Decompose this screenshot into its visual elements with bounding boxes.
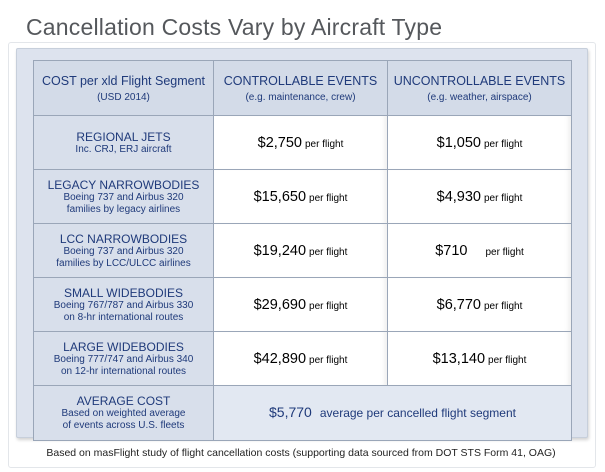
header-uncontrollable-sub: (e.g. weather, airspace) xyxy=(427,91,532,103)
average-text: average per cancelled flight segment xyxy=(319,406,516,420)
controllable-cell: $2,750 per flight xyxy=(213,115,388,170)
uncontrollable-cell: $6,770 per flight xyxy=(387,277,572,332)
average-desc-2: of events across U.S. fleets xyxy=(62,420,185,431)
header-cost-segment-title: COST per xld Flight Segment xyxy=(41,73,206,88)
controllable-cell: $19,240 per flight xyxy=(213,223,388,278)
unit-label: per flight xyxy=(309,246,348,258)
average-desc: Based on weighted average xyxy=(61,408,186,419)
row-desc: Inc. CRJ, ERJ aircraft xyxy=(75,143,172,155)
row-name: LEGACY NARROWBODIES xyxy=(47,177,200,192)
unit-label: per flight xyxy=(488,354,527,366)
uncontrollable-amount: $13,140 xyxy=(432,350,486,367)
controllable-cell: $42,890 per flight xyxy=(213,331,388,386)
row-name: LCC NARROWBODIES xyxy=(59,231,188,246)
controllable-cell: $15,650 per flight xyxy=(213,169,388,224)
controllable-amount: $29,690 xyxy=(253,296,307,313)
table-panel: COST per xld Flight Segment (USD 2014) C… xyxy=(16,48,588,441)
source-footnote: Based on masFlight study of flight cance… xyxy=(46,447,556,459)
page-title: Cancellation Costs Vary by Aircraft Type xyxy=(26,14,443,40)
header-controllable: CONTROLLABLE EVENTS (e.g. maintenance, c… xyxy=(213,60,388,116)
average-label: AVERAGE COST Based on weighted average o… xyxy=(33,385,214,441)
row-label: LARGE WIDEBODIES Boeing 777/747 and Airb… xyxy=(33,331,214,386)
row-name: SMALL WIDEBODIES xyxy=(64,285,183,300)
unit-label: per flight xyxy=(484,138,523,150)
row-name: REGIONAL JETS xyxy=(76,129,171,144)
table-row: REGIONAL JETS Inc. CRJ, ERJ aircraft $2,… xyxy=(33,115,572,170)
unit-label: per flight xyxy=(484,300,523,312)
controllable-amount: $15,650 xyxy=(253,188,307,205)
header-uncontrollable: UNCONTROLLABLE EVENTS (e.g. weather, air… xyxy=(387,60,572,116)
unit-label: per flight xyxy=(309,192,348,204)
unit-label: per flight xyxy=(309,300,348,312)
average-row: AVERAGE COST Based on weighted average o… xyxy=(33,385,572,441)
uncontrollable-cell: $1,050 per flight xyxy=(387,115,572,170)
uncontrollable-amount: $710 xyxy=(435,242,468,259)
row-label: SMALL WIDEBODIES Boeing 767/787 and Airb… xyxy=(33,277,214,332)
average-name: AVERAGE COST xyxy=(76,394,171,408)
table-row: LCC NARROWBODIES Boeing 737 and Airbus 3… xyxy=(33,223,572,278)
uncontrollable-cell: $4,930 per flight xyxy=(387,169,572,224)
table-row: LARGE WIDEBODIES Boeing 777/747 and Airb… xyxy=(33,331,572,386)
uncontrollable-cell: $710 per flight xyxy=(387,223,572,278)
table-row: SMALL WIDEBODIES Boeing 767/787 and Airb… xyxy=(33,277,572,332)
uncontrollable-amount: $4,930 xyxy=(436,188,481,205)
unit-label: per flight xyxy=(305,138,344,150)
card-frame xyxy=(8,42,596,468)
row-name: LARGE WIDEBODIES xyxy=(63,339,184,354)
row-label: LCC NARROWBODIES Boeing 737 and Airbus 3… xyxy=(33,223,214,278)
uncontrollable-cell: $13,140 per flight xyxy=(387,331,572,386)
controllable-amount: $19,240 xyxy=(253,242,307,259)
controllable-cell: $29,690 per flight xyxy=(213,277,388,332)
row-desc-2: on 8-hr international routes xyxy=(63,311,184,323)
row-desc: Boeing 737 and Airbus 320 xyxy=(63,245,184,257)
row-desc: Boeing 767/787 and Airbus 330 xyxy=(53,299,194,311)
cost-table: COST per xld Flight Segment (USD 2014) C… xyxy=(33,60,572,441)
uncontrollable-amount: $1,050 xyxy=(436,134,481,151)
uncontrollable-amount: $6,770 xyxy=(436,296,481,313)
average-amount: $5,770 xyxy=(269,404,312,420)
header-cost-segment-sub: (USD 2014) xyxy=(97,91,150,103)
row-desc: Boeing 777/747 and Airbus 340 xyxy=(53,353,194,365)
table-row: LEGACY NARROWBODIES Boeing 737 and Airbu… xyxy=(33,169,572,224)
row-label: LEGACY NARROWBODIES Boeing 737 and Airbu… xyxy=(33,169,214,224)
controllable-amount: $42,890 xyxy=(253,350,307,367)
row-desc: Boeing 737 and Airbus 320 xyxy=(63,191,184,203)
header-cost-segment: COST per xld Flight Segment (USD 2014) xyxy=(33,60,214,116)
unit-label: per flight xyxy=(484,192,523,204)
table-header-row: COST per xld Flight Segment (USD 2014) C… xyxy=(33,60,572,116)
header-controllable-title: CONTROLLABLE EVENTS xyxy=(223,73,378,88)
unit-label: per flight xyxy=(485,246,524,258)
header-controllable-sub: (e.g. maintenance, crew) xyxy=(245,91,356,103)
average-value-cell: $5,770 average per cancelled flight segme… xyxy=(213,385,572,441)
unit-label: per flight xyxy=(309,354,348,366)
row-label: REGIONAL JETS Inc. CRJ, ERJ aircraft xyxy=(33,115,214,170)
row-desc-2: families by legacy airlines xyxy=(66,203,181,215)
row-desc-2: on 12-hr international routes xyxy=(60,365,187,377)
row-desc-2: families by LCC/ULCC airlines xyxy=(56,257,191,269)
header-uncontrollable-title: UNCONTROLLABLE EVENTS xyxy=(393,73,566,88)
controllable-amount: $2,750 xyxy=(257,134,302,151)
